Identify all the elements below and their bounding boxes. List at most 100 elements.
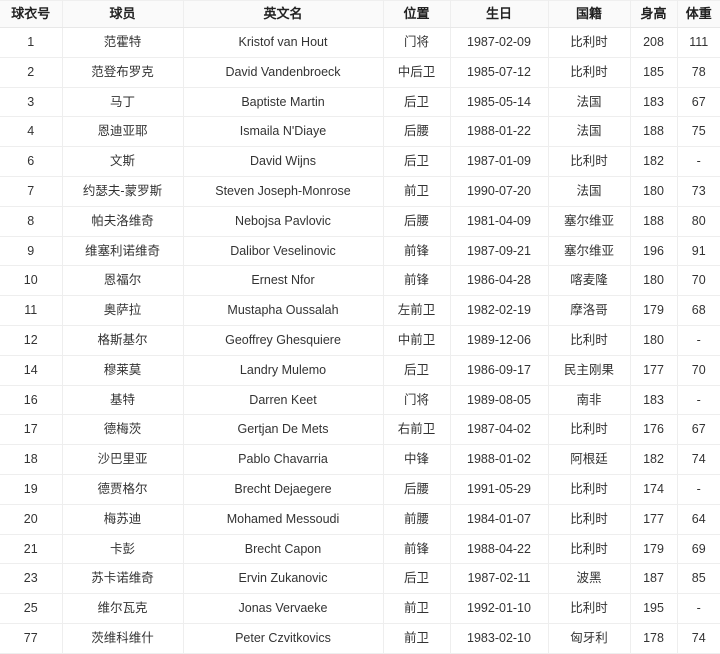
cell-birthday: 1985-05-14: [450, 87, 549, 118]
column-header-english[interactable]: 英文名: [183, 0, 384, 28]
cell-position[interactable]: 中前卫: [383, 325, 451, 356]
cell-player[interactable]: 帕夫洛维奇: [62, 206, 184, 237]
cell-player[interactable]: 范霍特: [62, 27, 184, 58]
cell-weight: 111: [677, 27, 720, 58]
cell-nation: 阿根廷: [548, 444, 631, 475]
cell-player[interactable]: 文斯: [62, 146, 184, 177]
cell-player[interactable]: 梅苏迪: [62, 504, 184, 535]
cell-position: 后卫: [383, 146, 451, 177]
cell-player[interactable]: 维塞利诺维奇: [62, 236, 184, 267]
cell-position[interactable]: 门将: [383, 385, 451, 416]
table-header: 球衣号 球员 英文名 位置 生日 国籍 身高 体重: [0, 0, 720, 28]
cell-player[interactable]: 奥萨拉: [62, 295, 184, 326]
cell-position: 后腰: [383, 116, 451, 148]
cell-nation: 比利时: [548, 57, 631, 88]
cell-number: 3: [0, 87, 63, 118]
cell-nation: 南非: [548, 385, 631, 416]
column-header-height[interactable]: 身高: [630, 0, 678, 28]
cell-player[interactable]: 卡彭: [62, 534, 184, 565]
table-row: 3 马丁 Baptiste Martin 后卫 1985-05-14 法国 183 67: [0, 87, 720, 118]
cell-player[interactable]: 格斯基尔: [62, 325, 184, 356]
cell-player[interactable]: 沙巴里亚: [62, 444, 184, 475]
cell-position: 后卫: [383, 87, 451, 118]
cell-birthday: 1987-04-02: [450, 414, 549, 446]
cell-number: 21: [0, 534, 63, 565]
column-header-number[interactable]: 球衣号: [0, 0, 63, 28]
cell-player[interactable]: 苏卡诺维奇: [62, 563, 184, 595]
table-row: 20 梅苏迪 Mohamed Messoudi 前腰 1984-01-07 比利时 177 6…: [0, 504, 720, 535]
cell-player[interactable]: 德梅茨: [62, 414, 184, 446]
cell-number: 19: [0, 474, 63, 505]
table-row: 23 苏卡诺维奇 Ervin Zukanovic 后卫 1987-02-11 波黑 187 8…: [0, 563, 720, 595]
cell-english: Steven Joseph-Monrose: [183, 176, 384, 207]
cell-birthday: 1991-05-29: [450, 474, 549, 505]
cell-nation: 法国: [548, 87, 631, 118]
cell-number: 20: [0, 504, 63, 535]
cell-player[interactable]: 范登布罗克: [62, 57, 184, 88]
cell-weight: 80: [677, 206, 720, 237]
cell-player[interactable]: 约瑟夫-蒙罗斯: [62, 176, 184, 207]
cell-player[interactable]: 基特: [62, 385, 184, 416]
column-header-weight[interactable]: 体重: [677, 0, 720, 28]
cell-weight: 68: [677, 295, 720, 326]
cell-nation: 匈牙利: [548, 623, 631, 654]
cell-weight: 73: [677, 176, 720, 207]
cell-player[interactable]: 穆莱莫: [62, 355, 184, 386]
cell-height: 177: [630, 504, 678, 535]
cell-birthday: 1988-01-22: [450, 116, 549, 148]
cell-player[interactable]: 茨维科维什: [62, 623, 184, 654]
table-row: 4 恩迪亚耶 Ismaila N'Diaye 后腰 1988-01-22 法国 188 75: [0, 116, 720, 148]
cell-english: Landry Mulemo: [183, 355, 384, 386]
column-header-player[interactable]: 球员: [62, 0, 184, 28]
cell-number: 10: [0, 265, 63, 297]
cell-height: 183: [630, 87, 678, 118]
cell-player[interactable]: 德贾格尔: [62, 474, 184, 505]
cell-position: 前卫: [383, 176, 451, 207]
cell-weight: -: [677, 593, 720, 624]
cell-number: 14: [0, 355, 63, 386]
cell-player[interactable]: 恩迪亚耶: [62, 116, 184, 148]
cell-english: Ervin Zukanovic: [183, 563, 384, 595]
cell-nation: 比利时: [548, 27, 631, 58]
cell-birthday: 1989-08-05: [450, 385, 549, 416]
cell-number: 1: [0, 27, 63, 58]
cell-weight: 78: [677, 57, 720, 88]
column-header-birthday[interactable]: 生日: [450, 0, 549, 28]
cell-position: 前卫: [383, 593, 451, 624]
cell-english: Brecht Capon: [183, 534, 384, 565]
cell-height: 179: [630, 295, 678, 326]
cell-player[interactable]: 维尔瓦克: [62, 593, 184, 624]
cell-height: 180: [630, 325, 678, 356]
table-row: 77 茨维科维什 Peter Czvitkovics 前卫 1983-02-10 匈牙利 1…: [0, 623, 720, 654]
table-row: 19 德贾格尔 Brecht Dejaegere 后腰 1991-05-29 比利时 174…: [0, 474, 720, 505]
column-header-position[interactable]: 位置: [383, 0, 451, 28]
cell-number: 4: [0, 116, 63, 148]
table-row: 2 范登布罗克 David Vandenbroeck 中后卫 1985-07-12 比利时…: [0, 57, 720, 88]
table-row: 16 基特 Darren Keet 门将 1989-08-05 南非 183-: [0, 385, 720, 416]
cell-position: 门将: [383, 27, 451, 58]
cell-nation: 民主刚果: [548, 355, 631, 386]
cell-height: 177: [630, 355, 678, 386]
table-row: 1 范霍特 Kristof van Hout 门将 1987-02-09 比利时 208 11…: [0, 27, 720, 58]
cell-birthday: 1992-01-10: [450, 593, 549, 624]
column-header-nation[interactable]: 国籍: [548, 0, 631, 28]
cell-number: 23: [0, 563, 63, 595]
cell-player[interactable]: 马丁: [62, 87, 184, 118]
cell-birthday: 1989-12-06: [450, 325, 549, 356]
cell-weight: 74: [677, 623, 720, 654]
cell-player[interactable]: 恩福尔: [62, 265, 184, 297]
cell-weight: 69: [677, 534, 720, 565]
cell-birthday: 1984-01-07: [450, 504, 549, 535]
cell-english: Peter Czvitkovics: [183, 623, 384, 654]
cell-weight: 75: [677, 116, 720, 148]
cell-weight: -: [677, 385, 720, 416]
cell-position: 前锋: [383, 534, 451, 565]
cell-height: 176: [630, 414, 678, 446]
cell-number: 9: [0, 236, 63, 267]
cell-nation[interactable]: 摩洛哥: [548, 295, 631, 326]
cell-position: 前卫: [383, 623, 451, 654]
cell-position[interactable]: 后卫: [383, 563, 451, 595]
cell-english[interactable]: Pablo Chavarria: [183, 444, 384, 475]
cell-height: 187: [630, 563, 678, 595]
